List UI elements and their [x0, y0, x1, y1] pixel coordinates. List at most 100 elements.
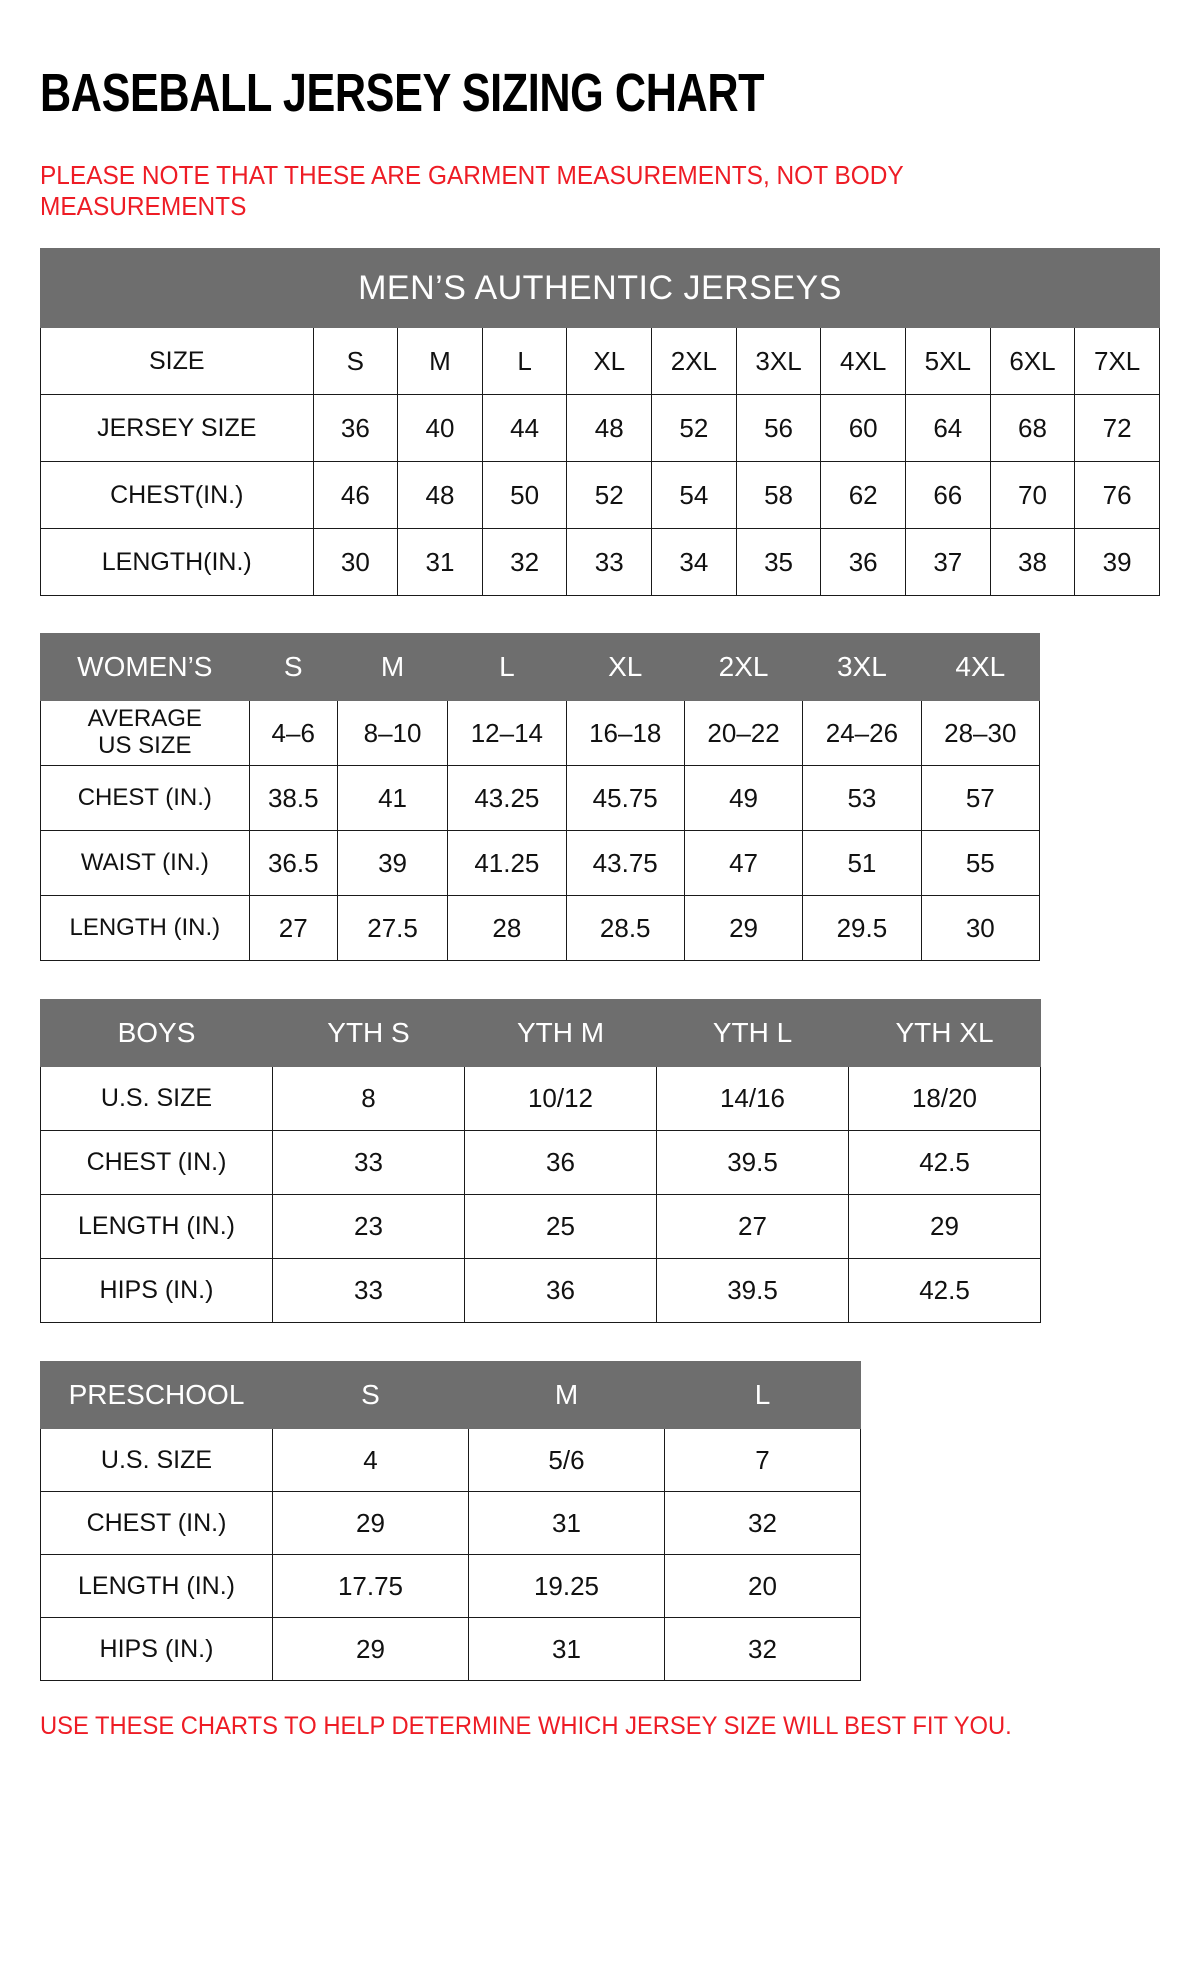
mens-row-2-v1: 31 — [397, 528, 483, 597]
womens-row-2-v3: 43.75 — [565, 830, 685, 897]
mens-column-header-row: SIZE S M L XL 2XL 3XL 4XL 5XL 6XL 7XL — [40, 327, 1160, 396]
mens-row-2-v7: 37 — [904, 528, 991, 597]
preschool-row-2-v2: 20 — [664, 1554, 861, 1619]
mens-row-1-v5: 58 — [735, 461, 822, 530]
womens-col-5: 2XL — [683, 633, 804, 702]
mens-row-0-v5: 56 — [735, 394, 822, 463]
table-row: HIPS (IN.) 33 36 39.5 42.5 — [40, 1258, 1041, 1324]
boys-row-3-v3: 42.5 — [848, 1258, 1041, 1324]
womens-col-4: XL — [565, 633, 685, 702]
womens-row-3-v5: 29.5 — [802, 895, 922, 962]
table-row: U.S. SIZE 4 5/6 7 — [40, 1428, 861, 1493]
womens-row-3-label: LENGTH (IN.) — [40, 895, 250, 962]
boys-row-1-v0: 33 — [272, 1130, 465, 1196]
boys-row-2-v2: 27 — [656, 1194, 849, 1260]
mens-row-1-v0: 46 — [312, 461, 399, 530]
womens-row-0-v3: 16–18 — [565, 700, 685, 767]
womens-col-7: 4XL — [920, 633, 1041, 702]
table-row: JERSEY SIZE 36 40 44 48 52 56 60 64 68 7… — [40, 394, 1160, 463]
boys-row-3-label: HIPS (IN.) — [40, 1258, 273, 1324]
preschool-row-1-v1: 31 — [468, 1491, 665, 1556]
mens-row-0-v6: 60 — [820, 394, 906, 463]
mens-sizing-table: MEN’S AUTHENTIC JERSEYS SIZE S M L XL 2X… — [40, 248, 1160, 597]
boys-row-2-v0: 23 — [272, 1194, 465, 1260]
mens-row-1-v2: 50 — [481, 461, 568, 530]
table-row: LENGTH (IN.) 17.75 19.25 20 — [40, 1554, 861, 1619]
preschool-row-1-label: CHEST (IN.) — [40, 1491, 273, 1556]
womens-col-1: S — [248, 633, 338, 702]
table-row: HIPS (IN.) 29 31 32 — [40, 1617, 861, 1682]
mens-row-2-v9: 39 — [1074, 528, 1160, 597]
mens-row-0-v9: 72 — [1074, 394, 1160, 463]
womens-row-1-v1: 41 — [336, 765, 449, 832]
mens-row-2-v6: 36 — [820, 528, 906, 597]
boys-row-0-v1: 10/12 — [464, 1066, 657, 1132]
boys-col-1: YTH S — [272, 999, 465, 1068]
womens-row-1-v2: 43.25 — [447, 765, 567, 832]
boys-row-0-label: U.S. SIZE — [40, 1066, 273, 1132]
boys-sizing-table: BOYS YTH S YTH M YTH L YTH XL U.S. SIZE … — [40, 999, 1041, 1324]
measurement-disclaimer: PLEASE NOTE THAT THESE ARE GARMENT MEASU… — [40, 160, 904, 222]
mens-col-1: S — [312, 327, 399, 396]
womens-row-2-label: WAIST (IN.) — [40, 830, 250, 897]
table-row: WAIST (IN.) 36.5 39 41.25 43.75 47 51 55 — [40, 830, 1041, 897]
boys-row-1-v2: 39.5 — [656, 1130, 849, 1196]
mens-row-1-v3: 52 — [566, 461, 653, 530]
footer-note: USE THESE CHARTS TO HELP DETERMINE WHICH… — [40, 1712, 1012, 1741]
womens-sizing-table: WOMEN’S S M L XL 2XL 3XL 4XL AVERAGE US S… — [40, 633, 1041, 962]
mens-col-2: M — [397, 327, 483, 396]
womens-row-1-v0: 38.5 — [248, 765, 338, 832]
preschool-row-2-v0: 17.75 — [272, 1554, 469, 1619]
boys-row-2-v3: 29 — [848, 1194, 1041, 1260]
boys-column-header-row: BOYS YTH S YTH M YTH L YTH XL — [40, 999, 1041, 1068]
boys-row-2-label: LENGTH (IN.) — [40, 1194, 273, 1260]
womens-row-2-v4: 47 — [683, 830, 804, 897]
table-row: CHEST(IN.) 46 48 50 52 54 58 62 66 70 76 — [40, 461, 1160, 530]
preschool-col-0: PRESCHOOL — [40, 1361, 273, 1430]
mens-row-0-v3: 48 — [566, 394, 653, 463]
mens-row-2-v4: 34 — [651, 528, 737, 597]
womens-row-3-v3: 28.5 — [565, 895, 685, 962]
womens-row-2-v2: 41.25 — [447, 830, 567, 897]
mens-banner-row: MEN’S AUTHENTIC JERSEYS — [40, 248, 1160, 329]
womens-col-2: M — [336, 633, 449, 702]
mens-row-0-label: JERSEY SIZE — [40, 394, 314, 463]
womens-row-1-v5: 53 — [802, 765, 922, 832]
mens-row-1-v8: 70 — [989, 461, 1076, 530]
preschool-row-3-label: HIPS (IN.) — [40, 1617, 273, 1682]
mens-row-0-v7: 64 — [904, 394, 991, 463]
preschool-row-0-v1: 5/6 — [468, 1428, 665, 1493]
mens-row-2-v0: 30 — [312, 528, 399, 597]
preschool-row-0-v0: 4 — [272, 1428, 469, 1493]
mens-col-5: 2XL — [651, 327, 737, 396]
mens-row-2-label: LENGTH(IN.) — [40, 528, 314, 597]
table-row: LENGTH(IN.) 30 31 32 33 34 35 36 37 38 3… — [40, 528, 1160, 597]
mens-row-1-v4: 54 — [651, 461, 737, 530]
preschool-col-1: S — [272, 1361, 469, 1430]
table-row: CHEST (IN.) 29 31 32 — [40, 1491, 861, 1556]
boys-row-1-v1: 36 — [464, 1130, 657, 1196]
boys-row-1-label: CHEST (IN.) — [40, 1130, 273, 1196]
preschool-column-header-row: PRESCHOOL S M L — [40, 1361, 861, 1430]
womens-row-0-label-line2: US SIZE — [98, 732, 192, 760]
preschool-sizing-table: PRESCHOOL S M L U.S. SIZE 4 5/6 7 CHEST … — [40, 1361, 861, 1682]
womens-row-1-label: CHEST (IN.) — [40, 765, 250, 832]
boys-row-2-v1: 25 — [464, 1194, 657, 1260]
preschool-row-2-v1: 19.25 — [468, 1554, 665, 1619]
preschool-col-3: L — [664, 1361, 861, 1430]
preschool-row-2-label: LENGTH (IN.) — [40, 1554, 273, 1619]
mens-col-3: L — [481, 327, 568, 396]
boys-row-0-v2: 14/16 — [656, 1066, 849, 1132]
boys-row-0-v3: 18/20 — [848, 1066, 1041, 1132]
mens-col-7: 4XL — [820, 327, 906, 396]
mens-row-1-v6: 62 — [820, 461, 906, 530]
womens-row-3-v4: 29 — [683, 895, 804, 962]
mens-col-8: 5XL — [904, 327, 991, 396]
mens-row-1-v1: 48 — [397, 461, 483, 530]
mens-col-0: SIZE — [40, 327, 314, 396]
boys-col-3: YTH L — [656, 999, 849, 1068]
table-row: LENGTH (IN.) 27 27.5 28 28.5 29 29.5 30 — [40, 895, 1041, 962]
womens-row-3-v2: 28 — [447, 895, 567, 962]
table-row: CHEST (IN.) 38.5 41 43.25 45.75 49 53 57 — [40, 765, 1041, 832]
boys-col-0: BOYS — [40, 999, 273, 1068]
